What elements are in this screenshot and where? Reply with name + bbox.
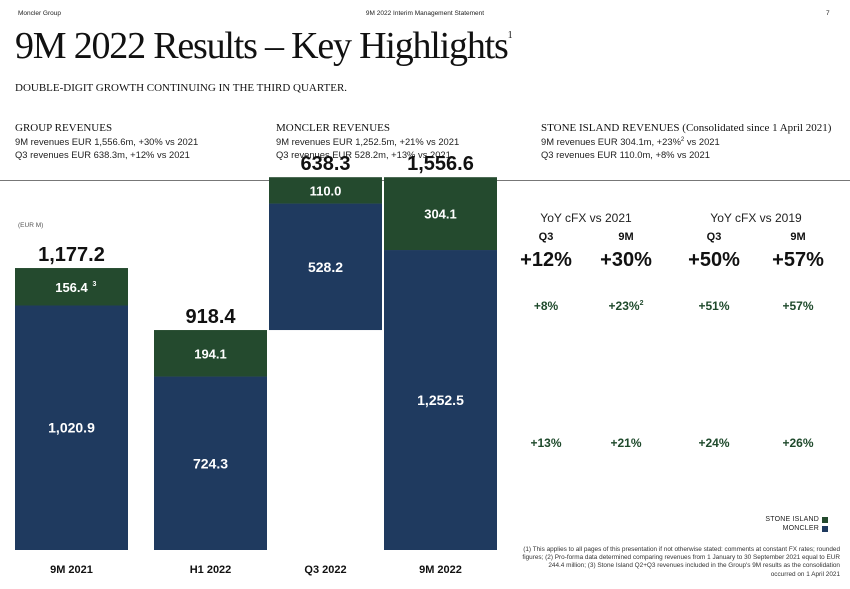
highlight-heading: STONE ISLAND REVENUES (Consolidated sinc…: [541, 122, 832, 134]
growth-moncler: +24%: [698, 436, 730, 450]
bar-moncler: [269, 203, 382, 331]
bar-stone-island: [384, 177, 497, 251]
bar-moncler: [154, 376, 267, 550]
legend-label: STONE ISLAND: [765, 516, 819, 523]
highlight-line: Q3 revenues EUR 110.0m, +8% vs 2021: [541, 149, 710, 160]
data-label-moncler: 1,020.9: [48, 420, 95, 436]
data-label-stone-island: 110.0: [310, 183, 342, 198]
highlight-line: Q3 revenues EUR 528.2m, +13% vs 2021: [276, 149, 451, 160]
header-company: Moncler Group: [18, 10, 61, 17]
growth-moncler: +26%: [782, 436, 814, 450]
page-title: 9M 2022 Results – Key Highlights1: [15, 24, 513, 68]
legend-swatch: [822, 516, 828, 523]
page-number: 7: [826, 10, 830, 17]
header-document-title: 9M 2022 Interim Management Statement: [365, 10, 485, 17]
data-label-moncler: 528.2: [308, 259, 343, 275]
footnote: (1) This applies to all pages of this pr…: [522, 546, 840, 578]
bar-stone-island: [269, 177, 382, 204]
highlight-line: Q3 revenues EUR 638.3m, +12% vs 2021: [15, 149, 190, 160]
growth-stone-island: +8%: [533, 299, 559, 313]
growth-moncler: +21%: [610, 436, 642, 450]
highlight-group: GROUP REVENUES 9M revenues EUR 1,556.6m,…: [15, 122, 198, 160]
highlight-stone-island: STONE ISLAND REVENUES (Consolidated sinc…: [541, 122, 831, 160]
page-subtitle: DOUBLE-DIGIT GROWTH CONTINUING IN THE TH…: [15, 82, 348, 94]
growth-stone-island: +23%2: [608, 299, 644, 313]
growth-group-total: +57%: [772, 249, 824, 271]
page-title-text: 9M 2022 Results – Key Highlights: [15, 25, 509, 67]
bar-stone-island: [154, 330, 267, 377]
total-label: 1,177.2: [38, 244, 105, 266]
data-label-moncler: 1,252.5: [417, 392, 464, 408]
growth-group-total: +50%: [688, 249, 740, 271]
data-label-stone-island: 304.1: [424, 207, 457, 222]
total-label: 1,556.6: [407, 153, 474, 175]
data-label-stone-island: 156.4: [55, 280, 88, 295]
highlight-line: 9M revenues EUR 304.1m, +23%2 vs 2021: [541, 136, 720, 147]
growth-group-header: YoY cFX vs 2019: [710, 211, 802, 225]
category-label: 9M 2022: [419, 564, 462, 576]
category-label: Q3 2022: [304, 564, 346, 576]
growth-group-total: +12%: [520, 249, 572, 271]
title-footnote-mark: 1: [507, 30, 513, 41]
legend-item-stone-island: STONE ISLAND: [765, 516, 828, 523]
category-label: H1 2022: [190, 564, 232, 576]
total-label: 918.4: [185, 306, 236, 328]
growth-moncler: +13%: [530, 436, 562, 450]
growth-group-header: YoY cFX vs 2021: [540, 211, 632, 225]
data-label-moncler: 724.3: [193, 455, 228, 471]
highlight-heading-note: (Consolidated since 1 April 2021): [682, 122, 832, 134]
chart-legend: STONE ISLAND MONCLER: [765, 516, 828, 534]
bar-stone-island: [15, 268, 128, 306]
legend-label: MONCLER: [782, 525, 819, 532]
legend-item-moncler: MONCLER: [765, 525, 828, 532]
growth-column-header: Q3: [538, 231, 554, 243]
highlight-moncler: MONCLER REVENUES 9M revenues EUR 1,252.5…: [276, 122, 459, 160]
growth-stone-island: +57%: [782, 299, 814, 313]
growth-group-total: +30%: [600, 249, 652, 271]
growth-stone-island: +51%: [698, 299, 730, 313]
data-label-superscript: 3: [93, 281, 97, 288]
highlight-heading: MONCLER REVENUES: [276, 122, 390, 134]
chart-unit-label: (EUR M): [18, 222, 44, 229]
growth-column-header: Q3: [706, 231, 722, 243]
data-label-stone-island: 194.1: [194, 346, 227, 361]
highlight-line: 9M revenues EUR 1,252.5m, +21% vs 2021: [276, 136, 460, 147]
bar-moncler: [384, 250, 497, 550]
legend-swatch: [822, 525, 828, 532]
highlight-heading: GROUP REVENUES: [15, 122, 113, 134]
growth-column-header: 9M: [618, 231, 634, 243]
total-label: 638.3: [300, 153, 350, 175]
bar-moncler: [15, 305, 128, 550]
growth-column-header: 9M: [790, 231, 806, 243]
category-label: 9M 2021: [50, 564, 93, 576]
highlight-line: 9M revenues EUR 1,556.6m, +30% vs 2021: [15, 136, 199, 147]
